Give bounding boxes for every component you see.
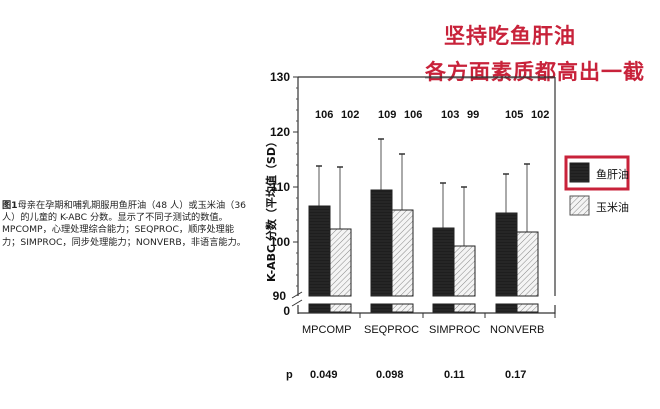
value-label: 103 [441,109,460,121]
bar-fish-oil-simproc [432,227,455,297]
bar-corn-oil-seqproc [391,209,414,297]
value-label: 102 [531,109,550,121]
y-tick-100: 100 [269,235,290,249]
y-tick-90: 90 [272,289,286,303]
bar-fish-oil-nonverb [495,212,518,297]
x-axis [298,312,556,318]
category-mpcomp: MPCOMP [302,324,352,336]
value-label: 102 [341,109,360,121]
bar-group-nonverb [495,163,539,313]
p-value-seqproc: 0.098 [376,369,404,381]
legend-swatch-corn-oil [569,195,590,216]
value-label: 109 [378,109,397,121]
bar-corn-oil-nonverb [516,231,539,297]
value-label: 106 [404,109,423,121]
bar-group-mpcomp [308,165,352,313]
bar-fish-oil-mpcomp [308,205,331,297]
category-simproc: SIMPROC [429,324,481,336]
legend-label-fish-oil: 鱼肝油 [596,168,629,181]
bar-corn-oil-simproc [453,245,476,297]
y-tick-120: 120 [269,125,290,139]
p-value-mpcomp: 0.049 [310,369,338,381]
y-tick-0: 0 [283,304,290,318]
figure-caption: 图1母亲在孕期和哺乳期服用鱼肝油（48 人）或玉米油（36 人）的儿童的 K-A… [2,200,252,249]
bar-corn-oil-mpcomp [329,228,352,297]
y-tick-110: 110 [270,180,290,194]
y-axis [291,76,303,314]
legend-label-corn-oil: 玉米油 [596,201,629,214]
category-seqproc: SEQPROC [364,324,420,336]
legend-highlight-box [564,155,630,191]
figure-number: 图1 [2,200,18,211]
p-value-simproc: 0.11 [444,369,465,381]
headline-line-2: 各方面素质都高出一截 [425,60,645,84]
category-nonverb: NONVERB [490,324,545,336]
y-tick-130: 130 [269,70,290,84]
headline-line-1: 坚持吃鱼肝油 [444,24,576,48]
bar-group-simproc [432,182,476,313]
p-label: p [286,369,293,381]
caption-text: 母亲在孕期和哺乳期服用鱼肝油（48 人）或玉米油（36 人）的儿童的 K-ABC… [2,200,247,248]
value-label: 105 [505,109,524,121]
p-value-nonverb: 0.17 [505,369,527,381]
legend-swatch-fish-oil [569,162,590,183]
value-label: 106 [315,109,334,121]
bar-group-seqproc [370,138,414,313]
bar-fish-oil-seqproc [370,189,393,297]
value-label: 99 [467,109,480,121]
